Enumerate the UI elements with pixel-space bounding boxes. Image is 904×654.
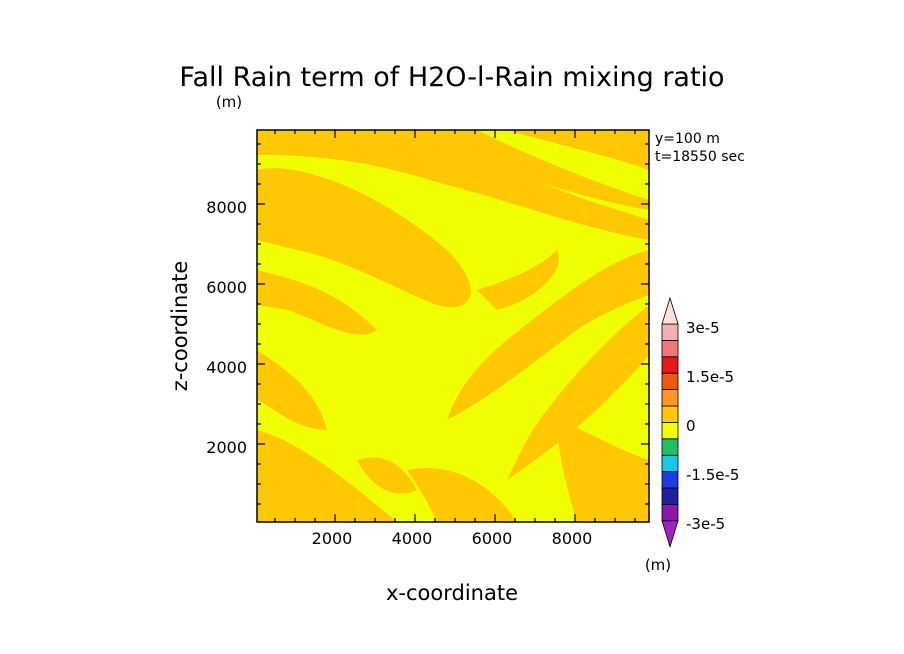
y-axis-label: z-coordinate bbox=[168, 261, 192, 392]
field-band bbox=[557, 420, 649, 522]
annotation-t: t=18550 sec bbox=[655, 149, 745, 165]
field-band bbox=[257, 168, 471, 308]
colorbar bbox=[661, 296, 679, 549]
title-unit: (m) bbox=[216, 93, 242, 111]
colorbar-level bbox=[661, 405, 679, 423]
colorbar-level bbox=[661, 339, 679, 358]
colorbar-level bbox=[661, 454, 679, 473]
colorbar-labels: 3e-5 1.5e-5 0 -1.5e-5 -3e-5 bbox=[686, 319, 739, 533]
colorbar-level bbox=[661, 421, 679, 440]
x-axis-label: x-coordinate bbox=[386, 581, 518, 605]
colorbar-level bbox=[661, 372, 679, 391]
field-band bbox=[447, 250, 649, 420]
y-tick-label: 4000 bbox=[206, 358, 247, 377]
colorbar-top-arrow bbox=[661, 296, 679, 325]
colorbar-level bbox=[661, 487, 679, 505]
field-band bbox=[347, 130, 649, 210]
colorbar-level bbox=[661, 389, 679, 407]
x-tick-label: 6000 bbox=[472, 529, 513, 548]
x-tick-labels: 2000 4000 6000 8000 bbox=[312, 529, 593, 548]
chart-title: Fall Rain term of H2O-l-Rain mixing rati… bbox=[179, 62, 724, 93]
colorbar-label: 1.5e-5 bbox=[686, 368, 734, 386]
x-tick-label: 4000 bbox=[392, 529, 433, 548]
plot-area bbox=[256, 129, 650, 523]
colorbar-level bbox=[661, 503, 679, 522]
field-band bbox=[257, 350, 327, 430]
colorbar-level bbox=[661, 323, 679, 341]
colorbar-unit: (m) bbox=[645, 556, 671, 574]
colorbar-label: 0 bbox=[686, 417, 696, 435]
y-tick-label: 2000 bbox=[206, 438, 247, 457]
colorbar-label: -3e-5 bbox=[686, 515, 725, 533]
x-tick-label: 8000 bbox=[552, 529, 593, 548]
colorbar-level bbox=[661, 356, 679, 374]
colorbar-level bbox=[661, 471, 679, 489]
field-bands bbox=[257, 130, 649, 522]
colorbar-label: 3e-5 bbox=[686, 319, 720, 337]
field-band bbox=[507, 305, 649, 480]
x-tick-label: 2000 bbox=[312, 529, 353, 548]
colorbar-level bbox=[661, 438, 679, 456]
colorbar-label: -1.5e-5 bbox=[686, 466, 739, 484]
field-band bbox=[477, 250, 559, 310]
field-band bbox=[257, 430, 397, 522]
colorbar-bottom-arrow bbox=[661, 520, 679, 549]
y-tick-labels: 2000 4000 6000 8000 bbox=[206, 198, 247, 457]
field-band bbox=[407, 468, 517, 522]
annotation-y: y=100 m bbox=[655, 131, 720, 147]
plot-frame bbox=[256, 129, 650, 523]
field-band bbox=[357, 457, 417, 494]
y-tick-label: 8000 bbox=[206, 198, 247, 217]
axis-ticks bbox=[257, 130, 649, 522]
y-tick-label: 6000 bbox=[206, 278, 247, 297]
field-band bbox=[257, 270, 377, 335]
field-band bbox=[507, 130, 649, 170]
field-band bbox=[257, 130, 649, 240]
